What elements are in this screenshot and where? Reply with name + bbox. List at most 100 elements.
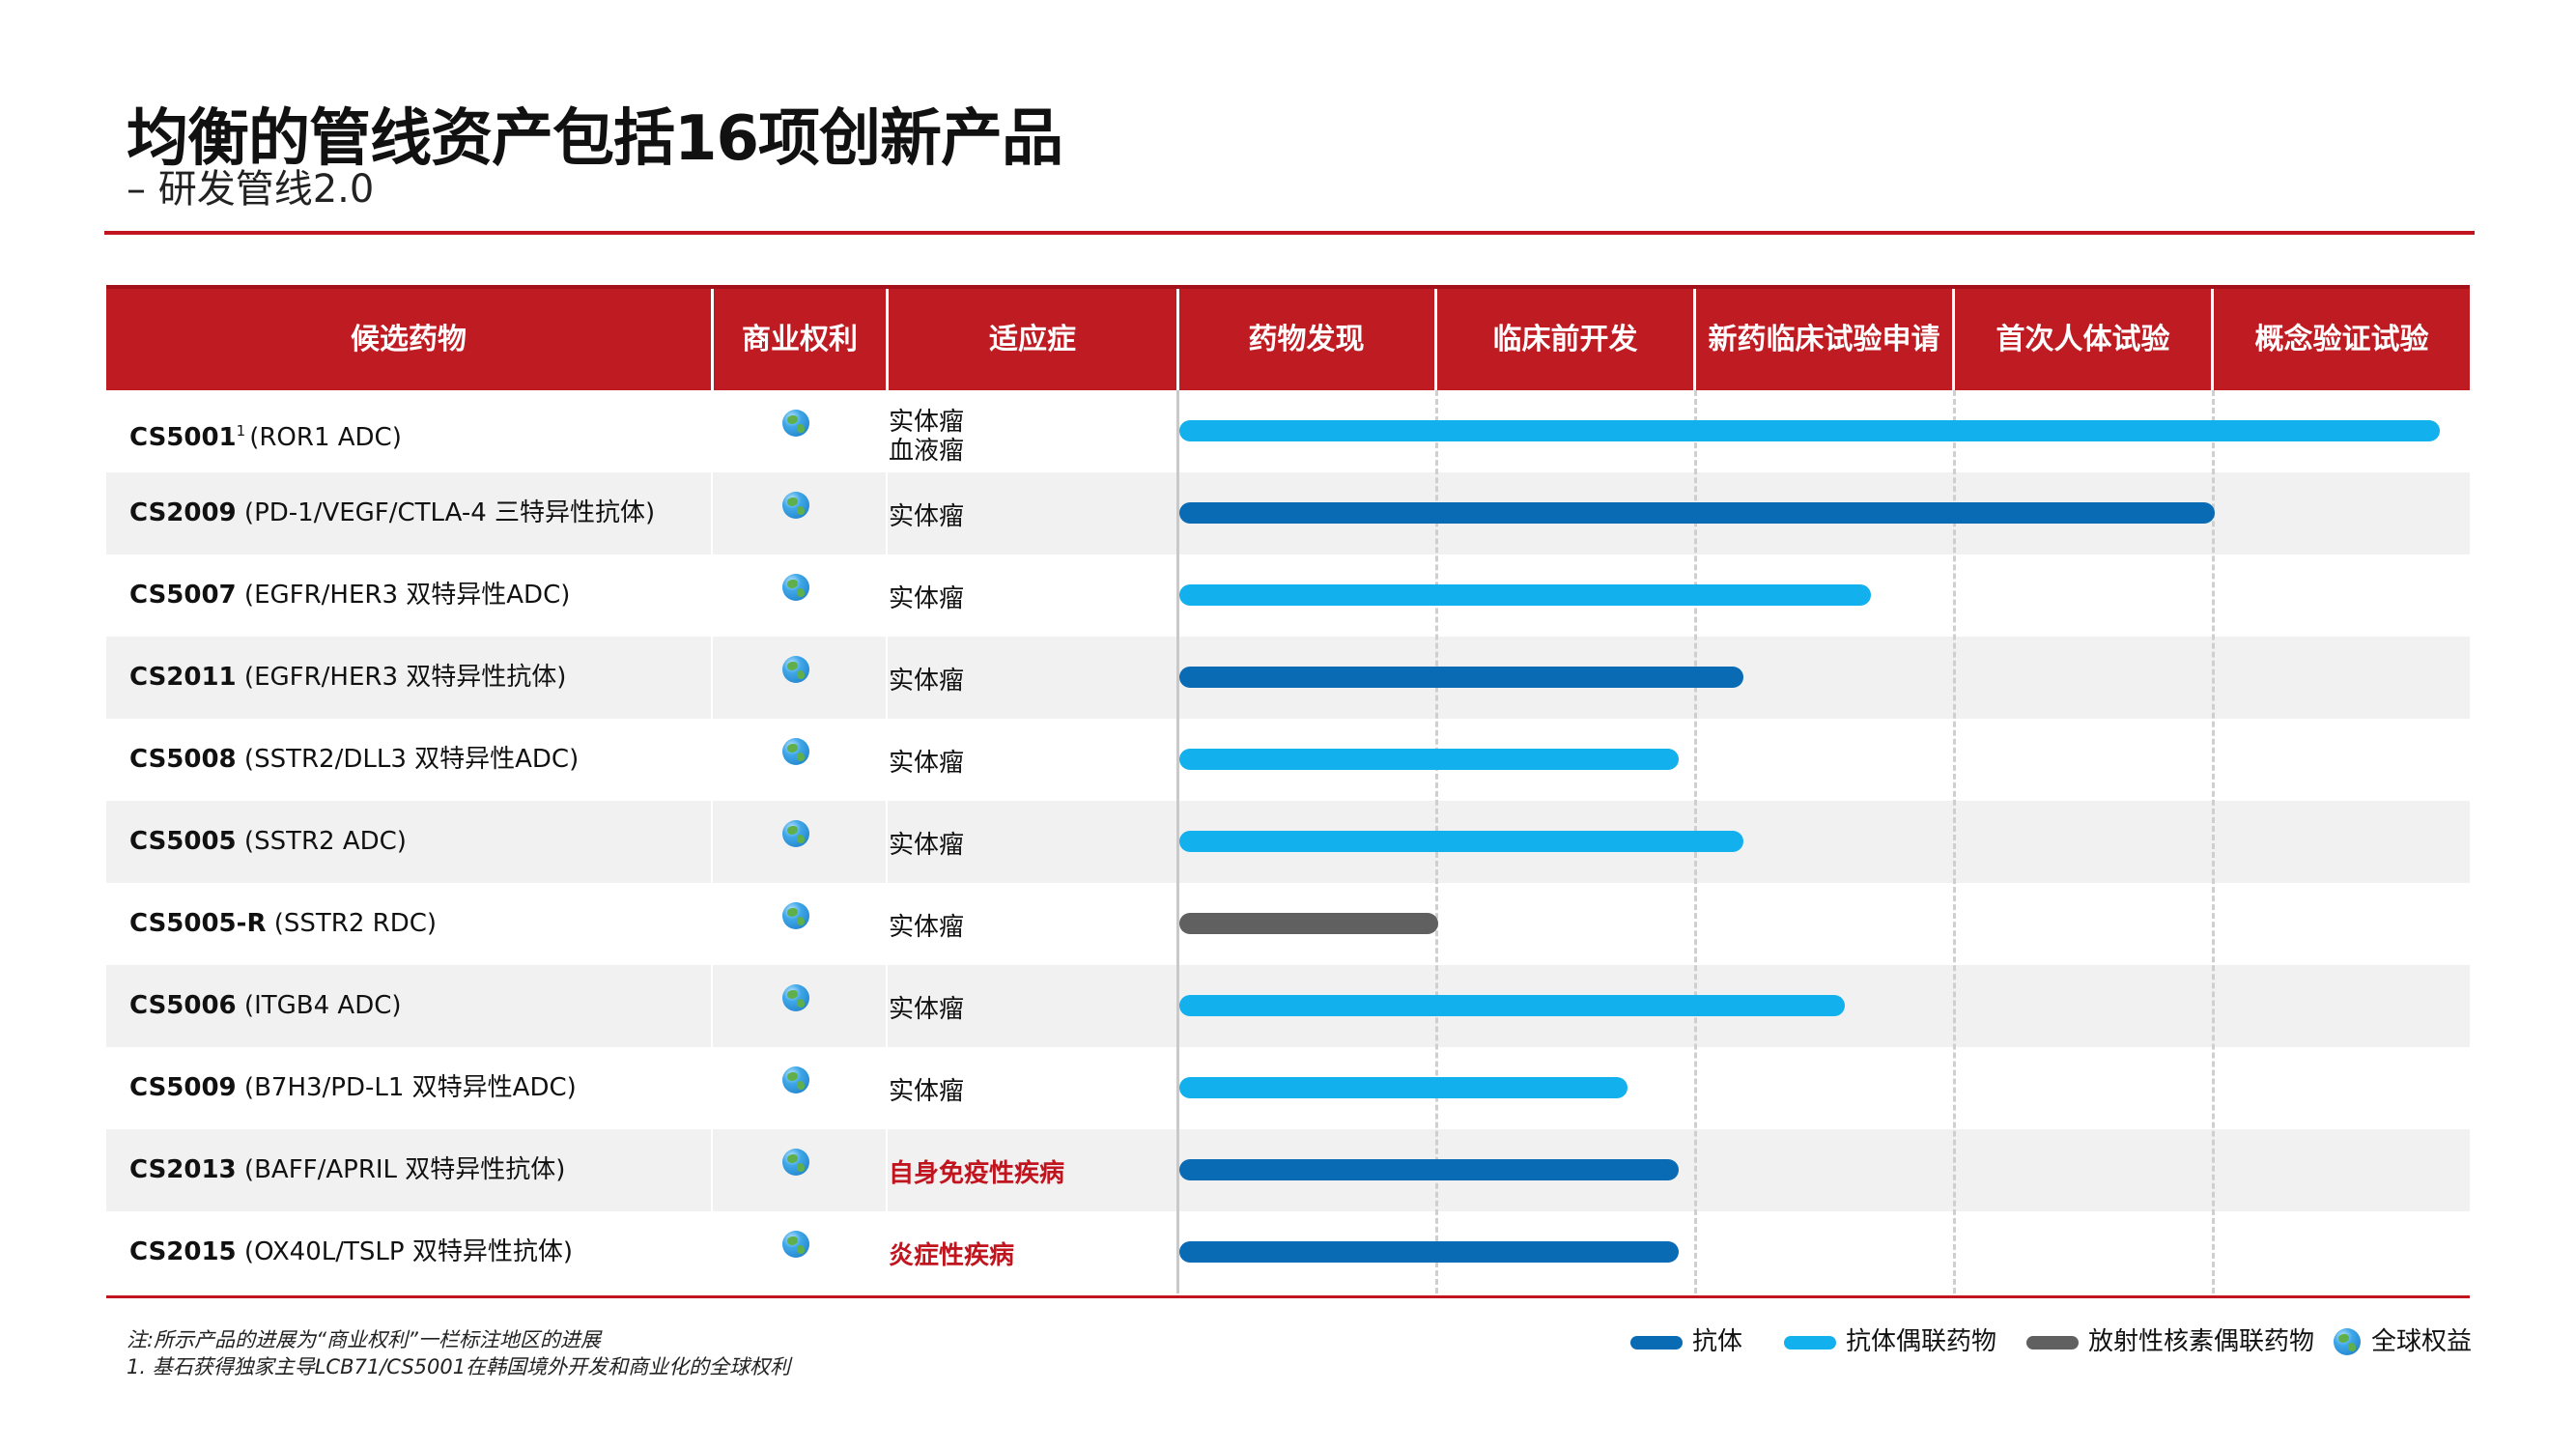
candidate-description: (EGFR/HER3 双特异性抗体) xyxy=(243,663,567,692)
candidate-code: CS5006 xyxy=(129,991,237,1020)
header-phase-0: 药物发现 xyxy=(1248,323,1365,356)
indication-label: 实体瘤 xyxy=(889,667,965,696)
progress-bar xyxy=(1179,1159,1679,1180)
legend-label: 抗体偶联药物 xyxy=(1846,1327,1997,1356)
table-row: CS5005-R (SSTR2 RDC) 实体瘤 xyxy=(106,883,2470,965)
header-separator xyxy=(1693,289,1696,390)
progress-bar xyxy=(1179,749,1679,770)
header-rights: 商业权利 xyxy=(742,323,858,356)
candidate-label: CS2015 (OX40L/TSLP 双特异性抗体) xyxy=(129,1211,573,1293)
candidate-label: CS5006 (ITGB4 ADC) xyxy=(129,965,402,1047)
candidate-code: CS5007 xyxy=(129,581,237,610)
table-body: CS50011 (ROR1 ADC) 实体瘤 血液瘤 CS2009 (PD-1/VEGF… xyxy=(106,390,2470,1293)
table-row: CS5008 (SSTR2/DLL3 双特异性ADC) 实体瘤 xyxy=(106,719,2470,801)
header-phase-3: 首次人体试验 xyxy=(1996,323,2170,356)
header-separator xyxy=(1434,289,1437,390)
globe-icon xyxy=(782,1231,809,1258)
candidate-code: CS2011 xyxy=(129,663,237,692)
progress-bar xyxy=(1179,502,2215,524)
candidate-code: CS2015 xyxy=(129,1237,237,1266)
indication-label: 自身免疫性疾病 xyxy=(889,1159,1065,1188)
header-separator xyxy=(886,289,889,390)
progress-bar xyxy=(1179,1241,1679,1263)
globe-icon xyxy=(782,492,809,519)
legend-swatch xyxy=(1630,1336,1683,1350)
progress-bar xyxy=(1179,420,2440,441)
progress-bar xyxy=(1179,584,1871,606)
candidate-label: CS5005 (SSTR2 ADC) xyxy=(129,801,407,883)
globe-icon xyxy=(782,1149,809,1176)
progress-bar xyxy=(1179,913,1438,934)
progress-bar xyxy=(1179,831,1743,852)
header-candidate: 候选药物 xyxy=(351,323,467,356)
table-row: CS2015 (OX40L/TSLP 双特异性抗体) 炎症性疾病 xyxy=(106,1211,2470,1293)
table-row: CS5006 (ITGB4 ADC) 实体瘤 xyxy=(106,965,2470,1047)
globe-icon xyxy=(782,984,809,1011)
candidate-description: (OX40L/TSLP 双特异性抗体) xyxy=(243,1237,573,1266)
header-separator xyxy=(1952,289,1955,390)
candidate-label: CS5008 (SSTR2/DLL3 双特异性ADC) xyxy=(129,719,579,801)
globe-icon xyxy=(782,574,809,601)
candidate-label: CS5005-R (SSTR2 RDC) xyxy=(129,883,437,965)
candidate-code: CS5009 xyxy=(129,1073,237,1102)
table-row: CS2013 (BAFF/APRIL 双特异性抗体) 自身免疫性疾病 xyxy=(106,1129,2470,1211)
page-subtitle: – 研发管线2.0 xyxy=(127,167,375,212)
header-separator xyxy=(711,289,714,390)
header-phase-2: 新药临床试验申请 xyxy=(1708,323,1940,356)
candidate-label: CS2013 (BAFF/APRIL 双特异性抗体) xyxy=(129,1129,565,1211)
legend-label: 放射性核素偶联药物 xyxy=(2088,1327,2315,1356)
indication-label: 炎症性疾病 xyxy=(889,1241,1015,1270)
legend-label: 全球权益 xyxy=(2371,1327,2473,1356)
candidate-code: CS2009 xyxy=(129,498,237,527)
candidate-label: CS5007 (EGFR/HER3 双特异性ADC) xyxy=(129,554,570,637)
table-row: CS5009 (B7H3/PD-L1 双特异性ADC) 实体瘤 xyxy=(106,1047,2470,1129)
indication-label: 实体瘤 xyxy=(889,1077,965,1106)
header-separator xyxy=(2211,289,2214,390)
globe-icon xyxy=(782,1066,809,1094)
legend-label: 抗体 xyxy=(1692,1327,1743,1356)
table-row: CS5007 (EGFR/HER3 双特异性ADC) 实体瘤 xyxy=(106,554,2470,637)
candidate-label: CS5009 (B7H3/PD-L1 双特异性ADC) xyxy=(129,1047,577,1129)
candidate-description: (BAFF/APRIL 双特异性抗体) xyxy=(243,1155,566,1184)
candidate-description: (PD-1/VEGF/CTLA-4 三特异性抗体) xyxy=(243,498,656,527)
progress-bar xyxy=(1179,667,1743,688)
progress-bar xyxy=(1179,995,1845,1016)
table-header: 候选药物 商业权利 适应症 药物发现 临床前开发 新药临床试验申请 首次人体试验 概念验… xyxy=(106,285,2470,390)
candidate-code: CS2013 xyxy=(129,1155,237,1184)
candidate-label: CS50011 (ROR1 ADC) xyxy=(129,390,402,472)
legend-swatch xyxy=(1784,1336,1836,1350)
candidate-description: (SSTR2 ADC) xyxy=(243,827,407,856)
indication-label: 实体瘤 xyxy=(889,831,965,860)
phase-gridline-start xyxy=(1176,390,1179,1293)
footnote-0: 注:所示产品的进展为“商业权利”一栏标注地区的进展 xyxy=(127,1328,601,1351)
globe-icon xyxy=(782,738,809,765)
candidate-description: (EGFR/HER3 双特异性ADC) xyxy=(243,581,571,610)
header-indication: 适应症 xyxy=(989,323,1076,356)
candidate-description: (B7H3/PD-L1 双特异性ADC) xyxy=(243,1073,577,1102)
indication-label: 实体瘤 xyxy=(889,749,965,778)
footnote-1: 1. 基石获得独家主导LCB71/CS5001在韩国境外开发和商业化的全球权利 xyxy=(127,1355,791,1378)
indication-label: 实体瘤 xyxy=(889,502,965,531)
column-separator xyxy=(886,390,888,1293)
candidate-description: (SSTR2 RDC) xyxy=(273,909,438,938)
phase-gridline xyxy=(1953,390,1956,1293)
indication-label: 实体瘤 xyxy=(889,584,965,613)
indication-label: 实体瘤 xyxy=(889,913,965,942)
indication-label: 血液瘤 xyxy=(889,437,965,466)
header-phase-1: 临床前开发 xyxy=(1492,323,1638,356)
table-row: CS50011 (ROR1 ADC) 实体瘤 血液瘤 xyxy=(106,390,2470,472)
indication-label: 实体瘤 xyxy=(889,995,965,1024)
header-phase-4: 概念验证试验 xyxy=(2254,323,2429,356)
globe-icon xyxy=(782,410,809,437)
candidate-code: CS5005-R xyxy=(129,909,267,938)
candidate-code: CS5008 xyxy=(129,745,237,774)
column-separator xyxy=(711,390,713,1293)
globe-icon xyxy=(782,820,809,847)
page-title: 均衡的管线资产包括16项创新产品 xyxy=(127,103,1063,175)
candidate-description: (SSTR2/DLL3 双特异性ADC) xyxy=(243,745,580,774)
candidate-code: CS5005 xyxy=(129,827,237,856)
candidate-description: (ITGB4 ADC) xyxy=(243,991,402,1020)
indication-label: 实体瘤 xyxy=(889,408,965,437)
phase-gridline xyxy=(2212,390,2215,1293)
candidate-code: CS5001 xyxy=(129,423,237,452)
